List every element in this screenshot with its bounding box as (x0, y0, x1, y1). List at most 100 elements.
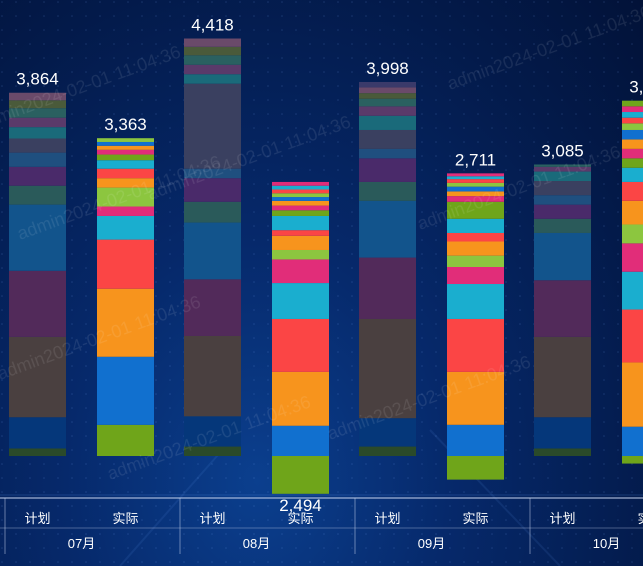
bar-segment (622, 158, 643, 168)
bar-stack-10月-计划 (534, 164, 591, 456)
bar-segment (622, 112, 643, 118)
bar-segment (447, 182, 504, 187)
bar-segment (184, 335, 241, 417)
bar-segment (9, 108, 66, 118)
x-tick-label-sub: 计划 (549, 511, 575, 526)
bar-segment (359, 158, 416, 182)
bar-segment (447, 232, 504, 242)
bar-segment (447, 201, 504, 219)
bar-stack-07月-计划 (9, 92, 66, 456)
bar-segment (447, 218, 504, 233)
bar-segment (622, 243, 643, 272)
bar-segment (272, 181, 329, 186)
bar-total-label: 3,450 (629, 78, 643, 97)
bar-stack-10月-实际 (622, 100, 643, 464)
bar-segment (622, 181, 643, 201)
bar-total-label: 4,418 (191, 15, 234, 34)
bar-segment (359, 93, 416, 99)
bar-stack-07月-实际 (97, 138, 154, 456)
bar-segment (622, 309, 643, 363)
bar-segment (359, 318, 416, 419)
bar-segment (534, 417, 591, 449)
x-tick-label-month: 08月 (243, 536, 270, 551)
bar-segment (97, 288, 154, 357)
bar-segment (97, 160, 154, 169)
bar-segment (184, 222, 241, 280)
bar-total-label: 2,494 (279, 496, 322, 515)
bar-segment (622, 148, 643, 159)
bar-segment (272, 193, 329, 198)
bar-segment (359, 418, 416, 447)
bar-segment (184, 46, 241, 56)
bar-segment (534, 171, 591, 182)
bar-segment (272, 205, 329, 211)
bar-segment (534, 232, 591, 281)
bar-segment (184, 55, 241, 65)
x-tick-label-month: 07月 (68, 536, 95, 551)
bar-segment (447, 179, 504, 183)
bar-segment (272, 185, 329, 190)
bar-segment (272, 371, 329, 426)
bar-segment (447, 284, 504, 319)
bar-segment (447, 196, 504, 202)
x-tick-label-sub: 计划 (374, 511, 400, 526)
x-tick-label-sub: 计划 (24, 511, 50, 526)
bar-segment (184, 38, 241, 47)
bar-segment (534, 181, 591, 196)
bar-segment (272, 249, 329, 260)
bar-segment (97, 154, 154, 161)
bar-segment (447, 371, 504, 425)
bar-segment (97, 206, 154, 216)
bar-segment (359, 200, 416, 258)
bar-segment (359, 87, 416, 94)
bar-segment (184, 178, 241, 202)
bar-stack-08月-实际 (272, 181, 329, 494)
bar-segment (184, 83, 241, 169)
bar-segment (97, 145, 154, 150)
bar-segment (272, 456, 329, 494)
x-tick-label-sub: 实际 (287, 511, 313, 526)
bar-segment (622, 167, 643, 182)
bar-segment (97, 239, 154, 289)
bar-stack-09月-实际 (447, 173, 504, 480)
bar-segment (9, 152, 66, 167)
bar-segment (9, 448, 66, 456)
bar-segment (622, 139, 643, 149)
bar-segment (359, 81, 416, 88)
bar-segment (97, 215, 154, 240)
bar-segment (272, 210, 329, 216)
bar-segment (9, 417, 66, 449)
total-labels: 3,864 3,363 4,418 2,494 3,998 2,711 3,085 3,450 (16, 15, 643, 514)
bar-segment (184, 64, 241, 75)
bar-segment (9, 204, 66, 271)
x-tick-label-sub: 计划 (199, 511, 225, 526)
bar-segment (184, 74, 241, 84)
bar-segment (447, 241, 504, 256)
bar-segment (534, 280, 591, 337)
bar-segment (272, 200, 329, 206)
bar-total-label: 3,864 (16, 70, 59, 89)
bar-segment (184, 168, 241, 179)
bar-stack-09月-计划 (359, 81, 416, 456)
bar-segment (272, 230, 329, 236)
bar-stack-08月-计划 (184, 38, 241, 456)
bar-segment (359, 98, 416, 107)
bar-segment (447, 424, 504, 456)
bar-segment (359, 148, 416, 159)
bar-segment (272, 215, 329, 231)
bar-segment (534, 204, 591, 219)
bar-segment (9, 92, 66, 101)
bar-segment (97, 424, 154, 456)
bar-segment (534, 218, 591, 233)
bar-segment (184, 201, 241, 223)
bar-segment (272, 425, 329, 456)
bar-segment (447, 456, 504, 480)
bar-segment (447, 173, 504, 177)
bar-segment (622, 271, 643, 310)
bar-segment (359, 115, 416, 130)
x-tick-label-month: 10月 (593, 536, 620, 551)
bar-segment (447, 267, 504, 285)
bar-segment (97, 168, 154, 179)
bar-segment (97, 138, 154, 142)
bar-segment (184, 446, 241, 456)
